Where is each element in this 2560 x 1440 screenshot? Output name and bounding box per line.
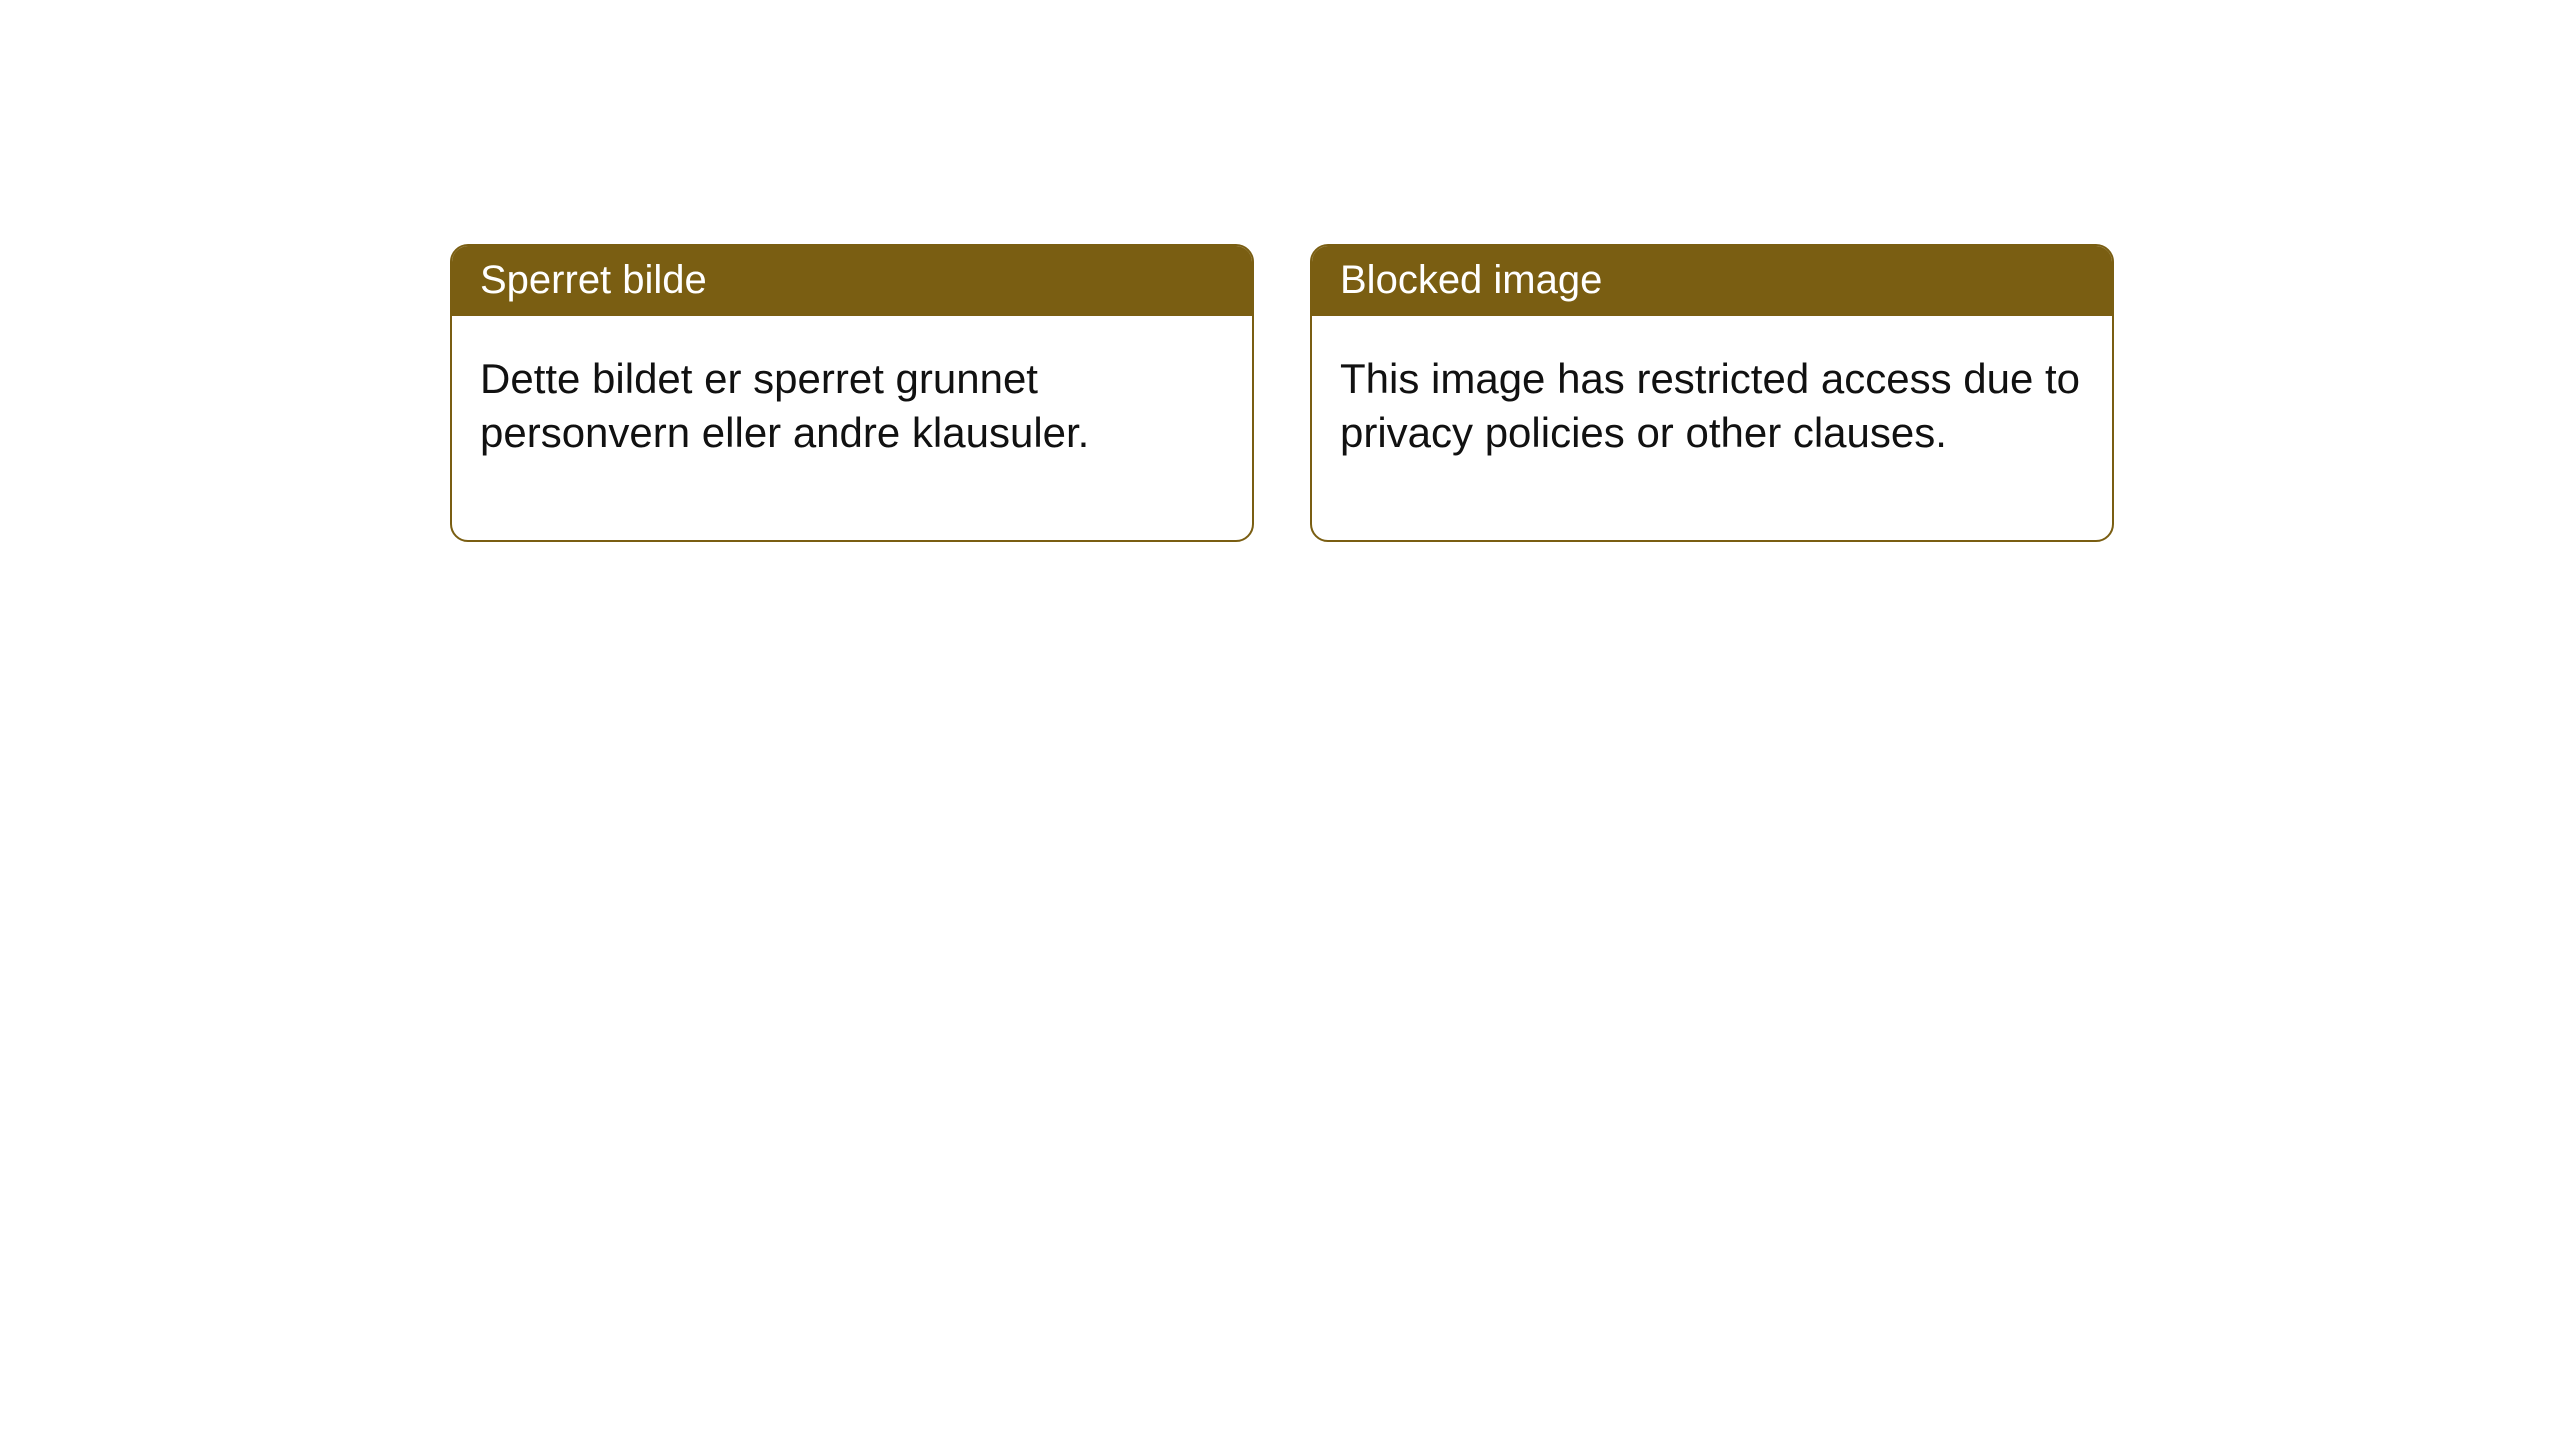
notice-title-en: Blocked image xyxy=(1312,246,2112,316)
notice-card-no: Sperret bilde Dette bildet er sperret gr… xyxy=(450,244,1254,542)
notice-title-no: Sperret bilde xyxy=(452,246,1252,316)
notice-container: Sperret bilde Dette bildet er sperret gr… xyxy=(450,244,2114,542)
notice-body-en: This image has restricted access due to … xyxy=(1312,316,2112,540)
notice-card-en: Blocked image This image has restricted … xyxy=(1310,244,2114,542)
notice-body-no: Dette bildet er sperret grunnet personve… xyxy=(452,316,1252,540)
